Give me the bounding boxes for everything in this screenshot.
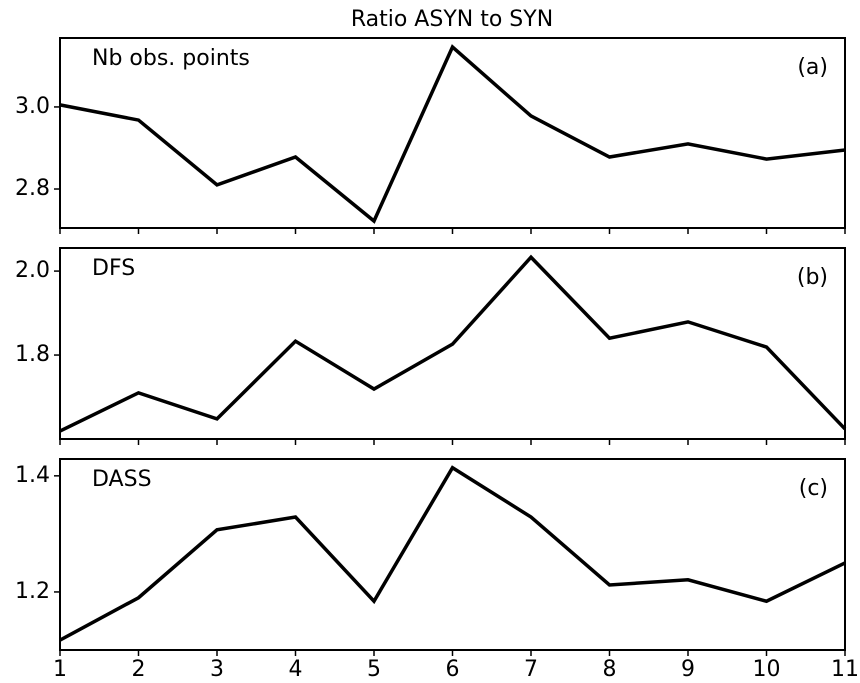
x-tick-label: 8 xyxy=(603,657,617,682)
panel-letter: (c) xyxy=(799,476,828,501)
plot-frame xyxy=(59,37,846,229)
line xyxy=(59,465,846,642)
x-tick-label: 2 xyxy=(132,657,146,682)
x-tick-label: 7 xyxy=(524,657,538,682)
y-tick-label: 3.0 xyxy=(15,94,50,119)
panel-letter: (b) xyxy=(797,265,828,290)
chart-title: Ratio ASYN to SYN xyxy=(351,7,553,32)
x-tick-label: 6 xyxy=(446,657,460,682)
panel-label: Nb obs. points xyxy=(92,46,250,71)
x-tick-label: 10 xyxy=(753,657,781,682)
plot-frame xyxy=(59,458,846,651)
x-tick-label: 5 xyxy=(367,657,381,682)
x-tick-label: 4 xyxy=(289,657,303,682)
x-tick-label: 11 xyxy=(831,657,859,682)
line xyxy=(59,254,847,433)
line xyxy=(59,44,846,224)
x-tick-label: 3 xyxy=(210,657,224,682)
panel-letter: (a) xyxy=(797,55,828,80)
panel-label: DFS xyxy=(92,256,135,281)
y-tick-label: 1.4 xyxy=(15,463,50,488)
x-tick-label: 9 xyxy=(681,657,695,682)
x-tick-label: 1 xyxy=(53,657,67,682)
y-tick-label: 1.2 xyxy=(15,579,50,604)
y-tick-label: 1.8 xyxy=(15,342,50,367)
y-tick-label: 2.8 xyxy=(15,176,50,201)
plot-frame xyxy=(59,247,846,440)
y-tick-label: 2.0 xyxy=(15,258,50,283)
panel-label: DASS xyxy=(92,467,152,492)
